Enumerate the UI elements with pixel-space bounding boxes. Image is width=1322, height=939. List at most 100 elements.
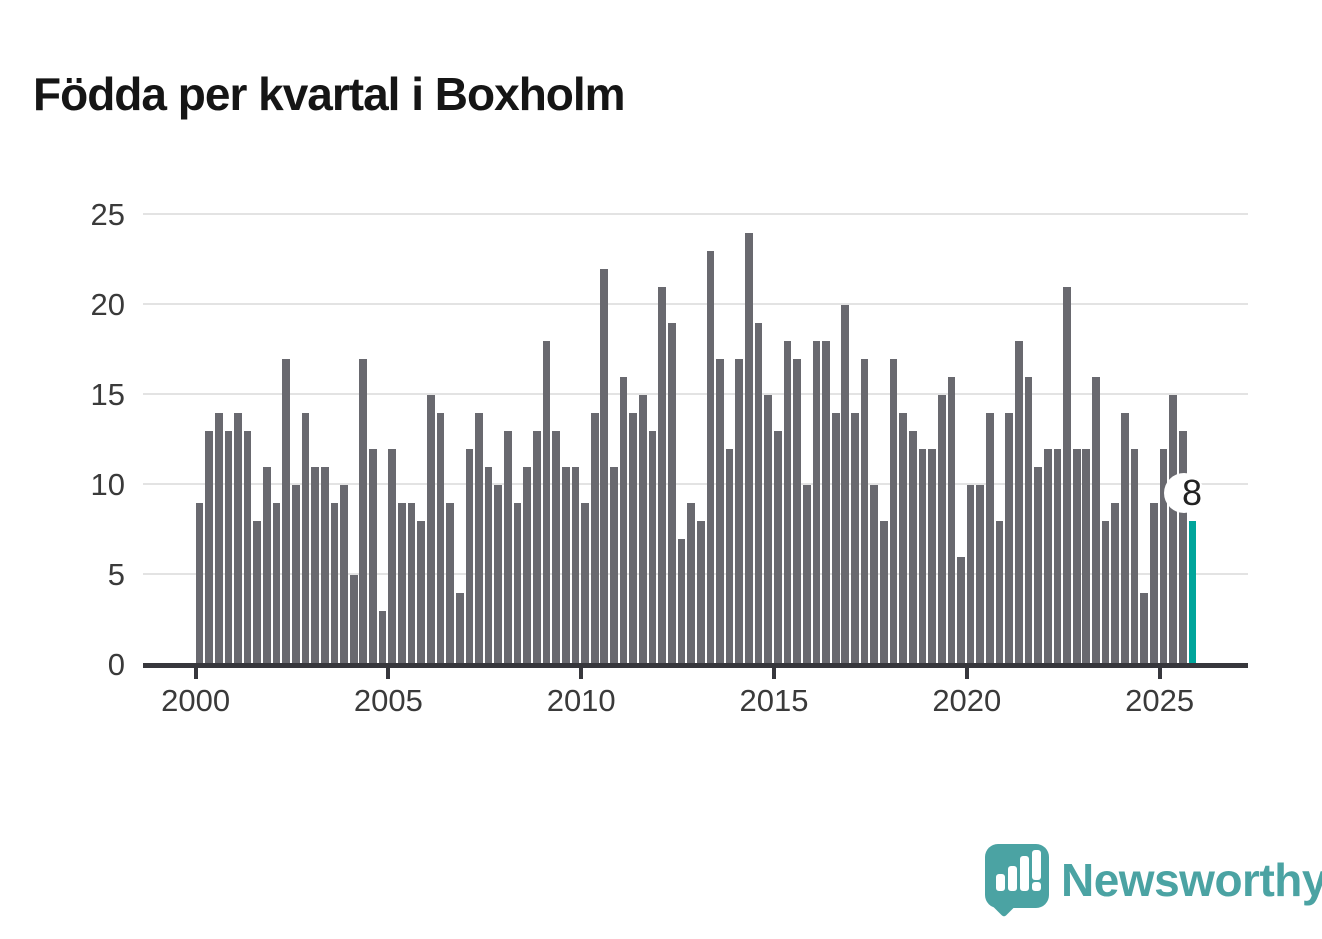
- bar-2003Q4: [340, 485, 348, 665]
- bar-2005Q4: [417, 521, 425, 665]
- newsworthy-logo[interactable]: Newsworthy: [985, 843, 1322, 923]
- bar-2016Q4: [841, 305, 850, 665]
- bar-2023Q4: [1111, 503, 1120, 665]
- bar-2019Q2: [937, 395, 946, 665]
- bar-2016Q3: [831, 413, 840, 665]
- bar-2018Q2: [899, 413, 907, 665]
- bar-2001Q1: [234, 413, 242, 665]
- bar-2011Q2: [629, 413, 638, 665]
- logo-mini-bar-icon: [1020, 856, 1029, 891]
- bar-2000Q3: [214, 413, 223, 665]
- bar-2018Q4: [918, 449, 927, 665]
- gridline-5: [143, 573, 1248, 575]
- bar-2004Q1: [349, 575, 358, 665]
- bar-2010Q1: [581, 503, 589, 665]
- bar-2013Q1: [696, 521, 705, 665]
- bar-2008Q1: [504, 431, 512, 665]
- bar-2023Q2: [1092, 377, 1100, 665]
- bar-2001Q3: [253, 521, 262, 665]
- bar-2019Q3: [947, 377, 956, 665]
- last-value-label: 8: [1181, 472, 1203, 513]
- gridline-15: [143, 393, 1248, 395]
- bar-2024Q3: [1140, 593, 1148, 665]
- chart-title: Födda per kvartal i Boxholm: [33, 67, 626, 120]
- bar-2006Q3: [446, 503, 454, 665]
- x-tick-2015: [772, 666, 776, 679]
- bar-2019Q1: [928, 449, 936, 665]
- bar-2000Q4: [224, 431, 233, 665]
- bar-2024Q1: [1121, 413, 1129, 665]
- bar-2015Q4: [802, 485, 811, 665]
- bar-2006Q1: [426, 395, 435, 665]
- bar-2002Q1: [272, 503, 281, 665]
- gridline-25: [143, 213, 1248, 215]
- bar-2011Q1: [619, 377, 628, 665]
- gridline-10: [143, 483, 1248, 485]
- bar-2000Q1: [195, 503, 204, 665]
- bar-2021Q2: [1015, 341, 1023, 665]
- logo-exclamation-icon: [1032, 850, 1041, 880]
- y-tick-label-0: 0: [107, 647, 125, 682]
- x-axis-line: [143, 663, 1248, 668]
- bar-2012Q4: [687, 503, 695, 665]
- bar-2013Q4: [725, 449, 734, 665]
- x-tick-label-2015: 2015: [739, 683, 809, 718]
- bar-2004Q2: [359, 359, 368, 665]
- bar-2014Q1: [735, 359, 744, 665]
- logo-mini-bar-icon: [996, 874, 1005, 891]
- bar-2007Q4: [494, 485, 503, 665]
- bar-2022Q4: [1072, 449, 1081, 665]
- logo-chart-bubble-icon: [985, 844, 1049, 908]
- gridline-20: [143, 303, 1248, 305]
- plot-area: 2000 2005 2010 2015 2020 2025: [143, 213, 1248, 718]
- bar-2007Q3: [484, 467, 493, 665]
- bar-2006Q4: [455, 593, 464, 665]
- bar-2025Q3: [1178, 431, 1187, 665]
- bar-2010Q2: [590, 413, 599, 665]
- bar-2021Q1: [1005, 413, 1014, 665]
- bar-2007Q2: [475, 413, 483, 665]
- bar-2013Q2: [706, 251, 715, 665]
- bar-2002Q2: [282, 359, 291, 665]
- x-tick-label-2025: 2025: [1125, 683, 1195, 718]
- y-tick-label-25: 25: [90, 197, 125, 232]
- bar-2012Q2: [667, 323, 676, 665]
- bar-2025Q1: [1159, 449, 1168, 665]
- x-tick-label-2000: 2000: [161, 683, 231, 718]
- x-tick-label-2005: 2005: [353, 683, 423, 718]
- bar-2022Q2: [1053, 449, 1062, 665]
- y-tick-label-10: 10: [90, 467, 125, 502]
- bar-2007Q1: [465, 449, 474, 665]
- bar-2009Q3: [561, 467, 570, 665]
- bar-2009Q1: [542, 341, 551, 665]
- x-tick-2005: [386, 666, 391, 679]
- bar-2022Q3: [1063, 287, 1071, 665]
- bar-2020Q1: [966, 485, 975, 665]
- bar-2002Q4: [301, 413, 310, 665]
- bar-2017Q4: [880, 521, 888, 665]
- x-tick-2010: [579, 666, 584, 679]
- bar-2017Q2: [860, 359, 869, 665]
- x-tick-label-2020: 2020: [932, 683, 1002, 718]
- bar-2011Q3: [639, 395, 647, 665]
- bar-2022Q1: [1043, 449, 1052, 665]
- bar-2021Q3: [1024, 377, 1033, 665]
- bar-2003Q2: [320, 467, 329, 665]
- bar-2020Q4: [995, 521, 1004, 665]
- bar-2018Q3: [908, 431, 917, 665]
- bar-2014Q2: [745, 233, 753, 665]
- bar-2017Q3: [870, 485, 879, 665]
- bar-2000Q2: [205, 431, 213, 665]
- y-tick-label-20: 20: [90, 287, 125, 322]
- bar-2023Q3: [1101, 521, 1110, 665]
- bar-2019Q4: [957, 557, 965, 665]
- bar-2003Q3: [330, 503, 339, 665]
- bar-2004Q3: [369, 449, 377, 665]
- bar-2001Q2: [243, 431, 252, 665]
- bar-2020Q2: [976, 485, 985, 665]
- logo-mini-bar-icon: [1008, 866, 1017, 891]
- bar-2024Q4: [1149, 503, 1158, 665]
- bar-2005Q3: [407, 503, 416, 665]
- bar-2002Q3: [292, 485, 300, 665]
- bar-2015Q1: [774, 431, 782, 665]
